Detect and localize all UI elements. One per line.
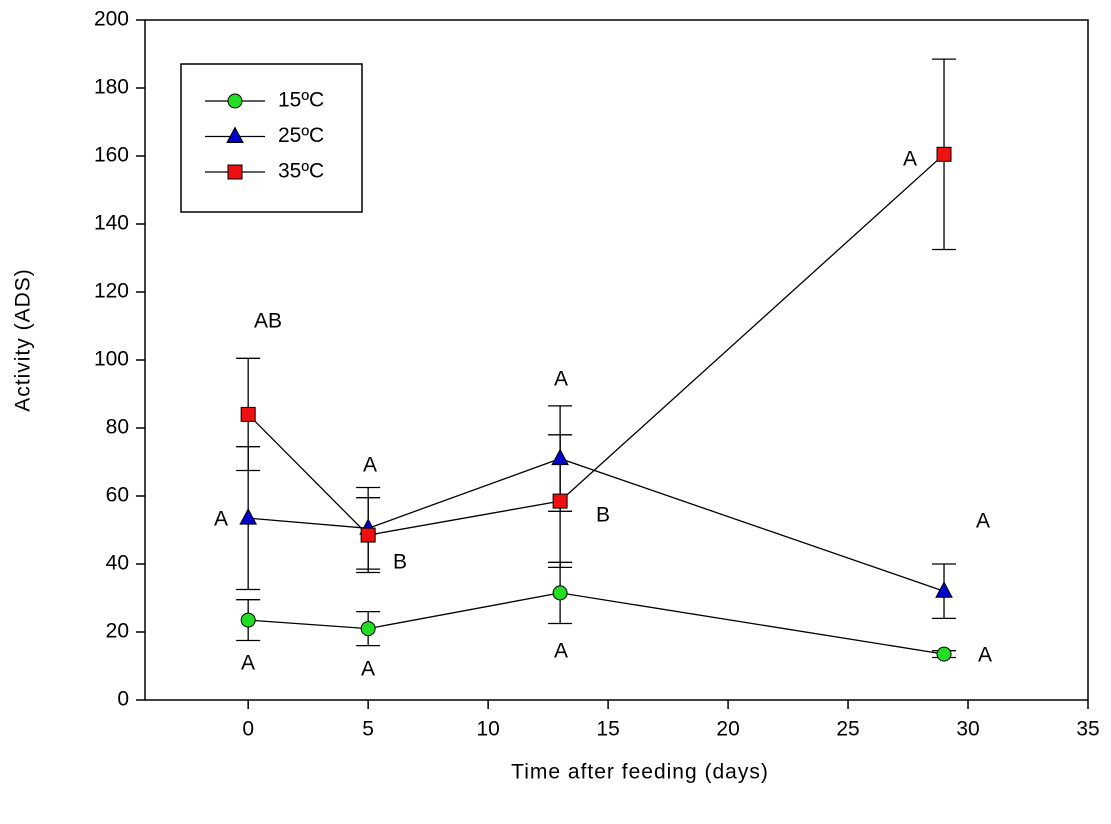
annotation: A	[976, 510, 990, 533]
legend-label: 35ºC	[278, 160, 324, 183]
annotation: A	[214, 508, 228, 531]
data-point	[551, 448, 569, 466]
data-point	[552, 585, 568, 601]
series-line	[248, 457, 945, 592]
y-axis-label: Activity (ADS)	[12, 268, 35, 412]
y-tick-label: 60	[106, 484, 129, 507]
annotation: A	[554, 368, 568, 391]
y-tick-label: 140	[94, 212, 129, 235]
y-tick-label: 120	[94, 280, 129, 303]
annotation: A	[554, 640, 568, 663]
legend-box	[180, 63, 363, 213]
x-tick-label: 20	[716, 718, 739, 741]
annotation: A	[241, 652, 255, 675]
data-point	[240, 612, 256, 628]
data-point	[552, 493, 568, 509]
annotation: B	[596, 504, 610, 527]
y-tick-label: 160	[94, 144, 129, 167]
annotation: A	[903, 148, 917, 171]
data-point	[360, 621, 376, 637]
data-point	[935, 581, 953, 598]
legend-label: 15ºC	[278, 89, 324, 112]
y-tick-label: 20	[106, 620, 129, 643]
x-tick-label: 30	[956, 718, 979, 741]
x-tick-label: 10	[476, 718, 499, 741]
x-tick-label: 15	[596, 718, 619, 741]
x-tick-label: 0	[242, 718, 254, 741]
y-tick-label: 40	[106, 552, 129, 575]
data-point	[239, 508, 258, 525]
annotation: A	[363, 454, 377, 477]
y-tick-label: 100	[94, 348, 129, 371]
annotation: A	[978, 644, 992, 667]
series-line	[247, 153, 945, 536]
annotation: AB	[254, 310, 282, 333]
series-line	[248, 592, 945, 655]
legend-marker	[226, 126, 244, 143]
legend-label: 25ºC	[278, 124, 324, 147]
y-tick-label: 180	[94, 76, 129, 99]
y-tick-label: 80	[106, 416, 129, 439]
data-point	[240, 406, 256, 422]
data-point	[360, 527, 376, 543]
y-tick-label: 200	[94, 8, 129, 31]
annotation: B	[393, 551, 407, 574]
x-tick-label: 25	[836, 718, 859, 741]
annotation: A	[361, 658, 375, 681]
y-tick-label: 0	[117, 688, 129, 711]
x-axis-label: Time after feeding (days)	[511, 761, 769, 784]
x-tick-label: 35	[1076, 718, 1099, 741]
legend-marker	[227, 164, 243, 180]
data-point	[936, 146, 952, 162]
legend-marker	[227, 93, 243, 109]
x-tick-label: 5	[362, 718, 374, 741]
data-point	[936, 646, 952, 662]
